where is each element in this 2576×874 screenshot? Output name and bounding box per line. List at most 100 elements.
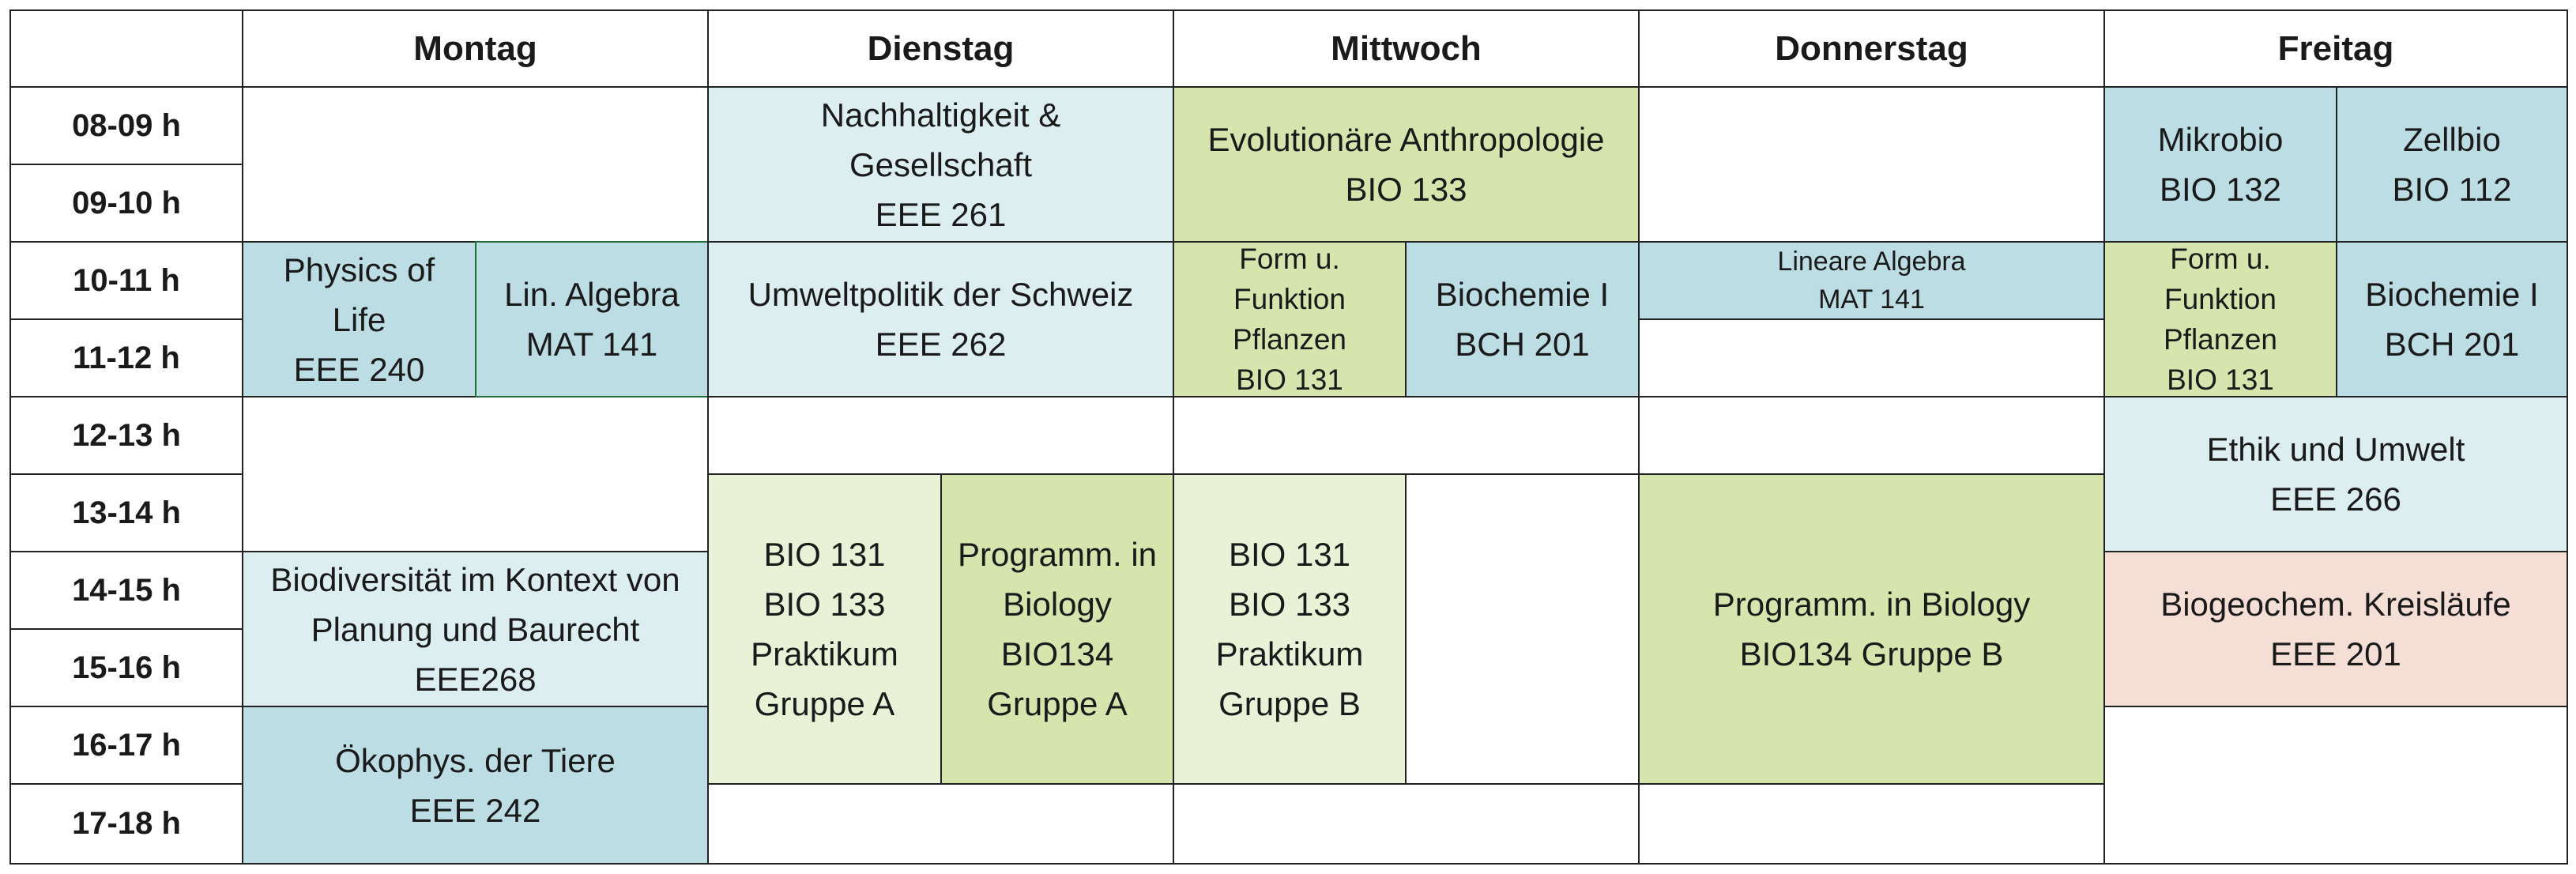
day-header-dienstag: Dienstag [707, 9, 1174, 88]
course-block-umweltpolitik[interactable]: Umweltpolitik der Schweiz EEE 262 [707, 241, 1174, 397]
course-line: BIO 131 [763, 536, 886, 573]
time-slot-label: 13-14 h [9, 473, 243, 552]
course-line: Praktikum [751, 635, 898, 672]
empty-slot[interactable] [707, 783, 1174, 865]
course-block-oekophys[interactable]: Ökophys. der Tiere EEE 242 [242, 706, 709, 865]
course-block-form-funktion-pflanzen[interactable]: Form u. Funktion Pflanzen BIO 131 [1173, 241, 1407, 397]
course-line: EEE 242 [409, 791, 541, 829]
course-line: Ethik und Umwelt [2206, 431, 2465, 468]
empty-slot[interactable] [1638, 86, 2105, 243]
course-line: BIO 133 [1345, 171, 1467, 208]
empty-slot[interactable] [242, 86, 709, 243]
time-slot-label: 17-18 h [9, 783, 243, 865]
course-line: Gruppe A [987, 685, 1128, 722]
empty-slot[interactable] [1405, 473, 1640, 785]
course-block-lineare-algebra[interactable]: Lineare Algebra MAT 141 [1638, 241, 2105, 320]
course-line: Planung und Baurecht [311, 610, 640, 648]
course-line: Biogeochem. Kreisläufe [2160, 586, 2511, 623]
time-slot-label: 10-11 h [9, 241, 243, 320]
course-block-mikrobio[interactable]: Mikrobio BIO 132 [2103, 86, 2337, 243]
course-line: Gesellschaft [849, 145, 1033, 183]
time-slot-label: 15-16 h [9, 628, 243, 707]
course-line: EEE 261 [875, 195, 1007, 233]
time-slot-label: 12-13 h [9, 396, 243, 475]
course-block-lin-algebra[interactable]: Lin. Algebra MAT 141 [475, 241, 709, 397]
course-line: Biodiversität im Kontext von [270, 560, 680, 598]
course-line: Life [332, 300, 386, 338]
course-line: BIO 131 [1236, 364, 1343, 397]
course-line: Lin. Algebra [504, 276, 680, 313]
time-slot-label: 16-17 h [9, 706, 243, 785]
empty-slot[interactable] [1173, 396, 1640, 475]
course-block-form-funktion-pflanzen[interactable]: Form u. Funktion Pflanzen BIO 131 [2103, 241, 2337, 397]
day-header-donnerstag: Donnerstag [1638, 9, 2105, 88]
course-line: Mikrobio [2157, 121, 2284, 158]
header-corner [9, 9, 243, 88]
course-line: Programm. in Biology [1712, 586, 2031, 623]
course-block-praktikum-b[interactable]: BIO 131 BIO 133 Praktikum Gruppe B [1173, 473, 1407, 785]
course-line: BIO 112 [2392, 171, 2512, 208]
course-line: BIO134 Gruppe B [1739, 635, 2004, 672]
course-line: EEE 262 [875, 326, 1007, 363]
course-line: Pflanzen [1233, 323, 1346, 356]
course-block-ethik-umwelt[interactable]: Ethik und Umwelt EEE 266 [2103, 396, 2568, 552]
empty-slot[interactable] [1173, 783, 1640, 865]
course-line: EEE 266 [2270, 480, 2401, 518]
course-line: Nachhaltigkeit & [820, 96, 1061, 134]
timetable-grid: Montag Dienstag Mittwoch Donnerstag Frei… [9, 9, 2568, 865]
course-line: EEE268 [414, 660, 537, 698]
empty-slot[interactable] [242, 396, 709, 552]
course-line: Form u. [2170, 242, 2271, 275]
course-line: Funktion [2164, 282, 2277, 315]
course-block-programm-a[interactable]: Programm. in Biology BIO134 Gruppe A [940, 473, 1174, 785]
course-line: MAT 141 [525, 326, 658, 363]
empty-slot[interactable] [1638, 318, 2105, 397]
course-block-nachhaltigkeit[interactable]: Nachhaltigkeit & Gesellschaft EEE 261 [707, 86, 1174, 243]
empty-slot[interactable] [2103, 706, 2568, 865]
course-block-physics-of-life[interactable]: Physics of Life EEE 240 [242, 241, 476, 397]
course-line: BCH 201 [2384, 326, 2520, 363]
day-header-mittwoch: Mittwoch [1173, 9, 1640, 88]
course-line: Programm. in [957, 536, 1158, 573]
course-line: EEE 240 [293, 350, 425, 388]
course-line: EEE 201 [2270, 635, 2401, 672]
course-line: Gruppe A [754, 685, 895, 722]
course-line: BIO134 [1000, 635, 1114, 672]
course-line: Umweltpolitik der Schweiz [748, 276, 1134, 313]
course-block-programm-b[interactable]: Programm. in Biology BIO134 Gruppe B [1638, 473, 2105, 785]
course-block-praktikum-a[interactable]: BIO 131 BIO 133 Praktikum Gruppe A [707, 473, 942, 785]
course-block-biochemie[interactable]: Biochemie I BCH 201 [1405, 241, 1640, 397]
course-line: Form u. [1239, 242, 1340, 275]
course-line: Physics of [283, 251, 435, 288]
time-slot-label: 09-10 h [9, 164, 243, 243]
course-block-biodiversitaet[interactable]: Biodiversität im Kontext von Planung und… [242, 551, 709, 707]
day-header-freitag: Freitag [2103, 9, 2568, 88]
course-line: BIO 133 [1228, 586, 1351, 623]
course-line: Gruppe B [1218, 685, 1361, 722]
course-block-evolutionaere-anthropologie[interactable]: Evolutionäre Anthropologie BIO 133 [1173, 86, 1640, 243]
course-line: Lineare Algebra [1777, 246, 1966, 277]
day-header-montag: Montag [242, 9, 709, 88]
course-line: BIO 131 [1228, 536, 1351, 573]
course-block-zellbio[interactable]: Zellbio BIO 112 [2336, 86, 2568, 243]
course-line: Biochemie I [1435, 276, 1610, 313]
course-block-biogeochem[interactable]: Biogeochem. Kreisläufe EEE 201 [2103, 551, 2568, 707]
course-line: Ökophys. der Tiere [335, 741, 616, 779]
course-line: MAT 141 [1818, 284, 1925, 315]
course-line: Funktion [1233, 282, 1346, 315]
course-line: Biochemie I [2365, 276, 2539, 313]
empty-slot[interactable] [707, 396, 1174, 475]
time-slot-label: 11-12 h [9, 318, 243, 397]
course-line: BIO 132 [2159, 171, 2282, 208]
empty-slot[interactable] [1638, 783, 2105, 865]
course-line: BIO 133 [763, 586, 886, 623]
course-line: BCH 201 [1455, 326, 1590, 363]
course-line: BIO 131 [2167, 364, 2274, 397]
course-block-biochemie[interactable]: Biochemie I BCH 201 [2336, 241, 2568, 397]
course-line: Praktikum [1215, 635, 1364, 672]
course-line: Evolutionäre Anthropologie [1207, 121, 1605, 158]
time-slot-label: 08-09 h [9, 86, 243, 165]
course-line: Biology [1003, 586, 1112, 623]
course-line: Pflanzen [2164, 323, 2277, 356]
empty-slot[interactable] [1638, 396, 2105, 475]
